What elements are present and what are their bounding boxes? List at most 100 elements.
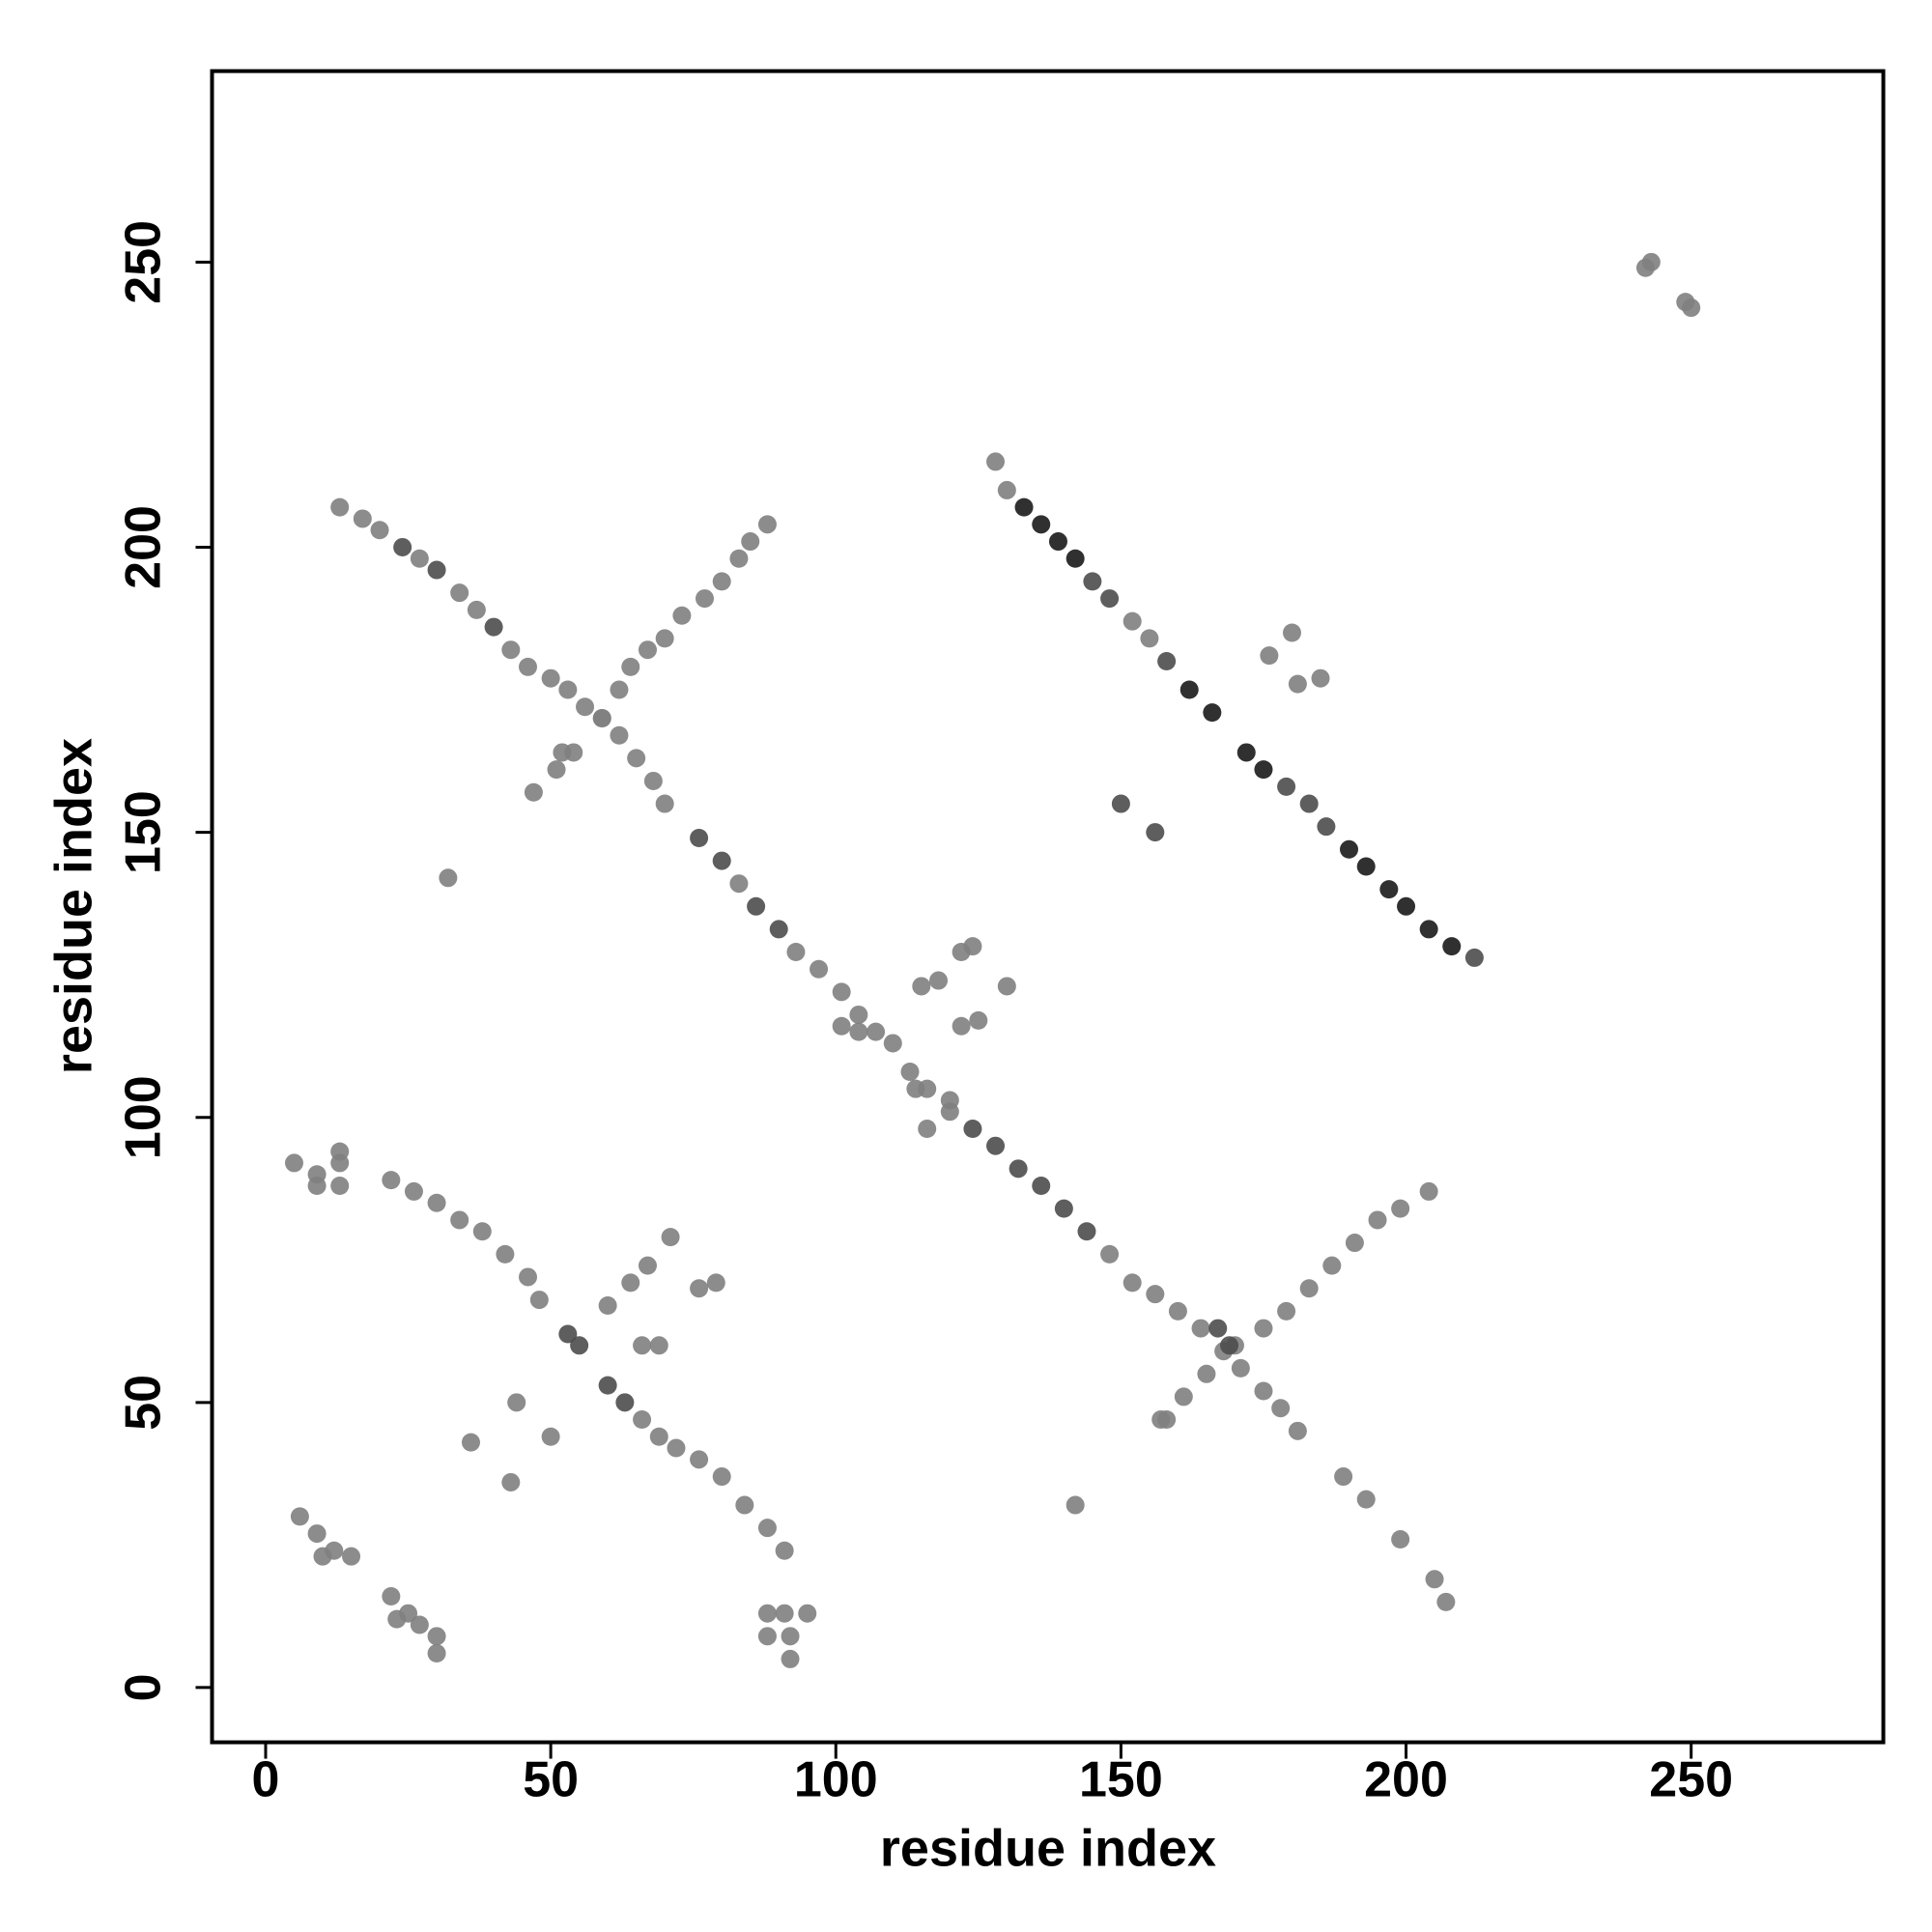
point bbox=[775, 1604, 794, 1623]
y-tick-label: 0 bbox=[116, 1673, 172, 1701]
point bbox=[1391, 1529, 1410, 1548]
point bbox=[633, 1410, 652, 1430]
point bbox=[553, 743, 572, 762]
point bbox=[695, 589, 714, 609]
point bbox=[1065, 1495, 1085, 1515]
point bbox=[1191, 1319, 1210, 1338]
point bbox=[1345, 1234, 1364, 1253]
point bbox=[461, 1433, 480, 1452]
point bbox=[1356, 1490, 1376, 1509]
point bbox=[1464, 948, 1484, 967]
point bbox=[519, 1267, 538, 1287]
point bbox=[1317, 817, 1336, 837]
x-tick-label: 200 bbox=[1364, 1751, 1448, 1807]
point bbox=[649, 1427, 668, 1446]
point bbox=[1260, 646, 1279, 666]
point bbox=[638, 640, 657, 660]
point bbox=[1009, 1159, 1028, 1179]
x-tick-label: 250 bbox=[1649, 1751, 1733, 1807]
point bbox=[757, 515, 777, 534]
point bbox=[307, 1177, 327, 1196]
point bbox=[410, 549, 429, 568]
point bbox=[598, 1376, 617, 1395]
point bbox=[712, 851, 731, 870]
point bbox=[747, 896, 766, 916]
point bbox=[1334, 1467, 1353, 1487]
point bbox=[404, 1181, 423, 1201]
point bbox=[729, 874, 749, 894]
point bbox=[986, 452, 1006, 471]
y-tick-label: 150 bbox=[116, 790, 172, 874]
point bbox=[1271, 1399, 1291, 1418]
point bbox=[633, 1336, 652, 1355]
point bbox=[655, 794, 674, 813]
point bbox=[330, 497, 350, 517]
x-tick-label: 50 bbox=[523, 1751, 579, 1807]
point bbox=[1122, 1273, 1142, 1293]
point bbox=[370, 521, 389, 540]
point bbox=[832, 982, 851, 1002]
point bbox=[450, 1210, 469, 1230]
point bbox=[427, 1193, 446, 1212]
point bbox=[1299, 1279, 1319, 1298]
point bbox=[507, 1393, 526, 1412]
point bbox=[592, 709, 611, 728]
point bbox=[1236, 743, 1256, 762]
point bbox=[867, 1022, 886, 1041]
y-axis-label: residue index bbox=[44, 738, 102, 1074]
point bbox=[729, 549, 749, 568]
point bbox=[439, 868, 458, 888]
point bbox=[1397, 896, 1416, 916]
point bbox=[1425, 1570, 1444, 1589]
point bbox=[547, 760, 566, 780]
point bbox=[832, 1016, 851, 1036]
point bbox=[450, 583, 469, 603]
point bbox=[940, 1091, 959, 1110]
point bbox=[1157, 1410, 1177, 1430]
point bbox=[558, 680, 578, 699]
point bbox=[969, 1010, 988, 1030]
point bbox=[1146, 1285, 1165, 1304]
x-tick-label: 100 bbox=[794, 1751, 878, 1807]
point bbox=[393, 537, 412, 556]
x-axis-label: residue index bbox=[880, 1819, 1216, 1877]
point bbox=[427, 560, 446, 580]
point bbox=[757, 1627, 777, 1646]
point bbox=[757, 1604, 777, 1623]
point bbox=[353, 509, 372, 528]
point bbox=[690, 828, 709, 847]
point bbox=[615, 1393, 635, 1412]
point bbox=[1299, 794, 1319, 813]
point bbox=[781, 1649, 800, 1668]
point bbox=[524, 782, 543, 802]
point bbox=[1140, 629, 1159, 648]
y-tick-label: 100 bbox=[116, 1075, 172, 1159]
point bbox=[1419, 920, 1438, 939]
point bbox=[1379, 880, 1399, 899]
point bbox=[661, 1228, 680, 1247]
point bbox=[735, 1495, 754, 1515]
y-tick-label: 250 bbox=[116, 220, 172, 304]
plot-frame bbox=[210, 69, 1886, 1745]
point bbox=[667, 1438, 686, 1458]
point bbox=[1254, 1319, 1273, 1338]
point bbox=[1168, 1301, 1187, 1321]
point bbox=[849, 1022, 868, 1041]
y-tick-label: 50 bbox=[116, 1375, 172, 1431]
point bbox=[1048, 532, 1067, 552]
point bbox=[997, 480, 1016, 499]
point bbox=[1288, 1421, 1307, 1440]
point bbox=[1442, 937, 1462, 956]
point bbox=[929, 971, 949, 990]
point bbox=[290, 1507, 309, 1526]
point bbox=[467, 600, 486, 619]
point bbox=[519, 657, 538, 676]
point bbox=[849, 1005, 868, 1024]
point bbox=[330, 1142, 350, 1161]
point bbox=[1391, 1199, 1410, 1218]
point bbox=[769, 920, 788, 939]
point bbox=[501, 1472, 521, 1492]
point bbox=[1179, 680, 1199, 699]
point bbox=[1065, 549, 1085, 568]
point bbox=[712, 1467, 731, 1487]
